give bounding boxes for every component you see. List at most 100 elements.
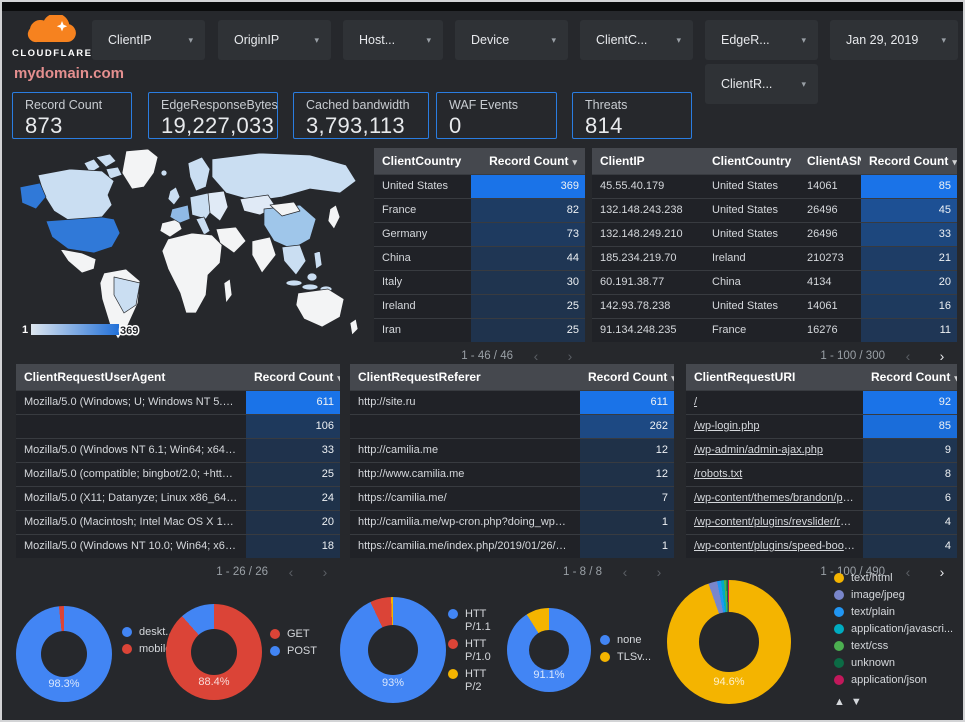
legend-http-protocol: HTTP/1.1 HTTP/1.0 HTTP/2 bbox=[448, 604, 492, 698]
scorecard-waf-events: WAF Events 0 bbox=[436, 92, 557, 139]
sort-desc-icon[interactable]: ▾ bbox=[952, 156, 957, 167]
table-cell-link[interactable]: /robots.txt bbox=[694, 468, 743, 480]
record-count-bar: 12 bbox=[580, 439, 674, 462]
table-cell-link[interactable]: / bbox=[694, 396, 698, 408]
table-row: Mozilla/5.0 (X11; Datanyze; Linux x86_64… bbox=[16, 486, 340, 510]
donut-percentage-label: 98.3% bbox=[48, 678, 80, 690]
column-header[interactable]: ClientIP bbox=[600, 154, 645, 168]
legend-swatch-icon bbox=[834, 658, 844, 668]
filter-chip-label: Jan 29, 2019 bbox=[846, 33, 919, 47]
table-cell: 142.93.78.238 bbox=[600, 300, 671, 312]
legend-swatch-icon bbox=[122, 644, 132, 654]
column-header[interactable]: ClientRequestURI bbox=[694, 370, 796, 384]
chevron-left-icon[interactable]: ‹ bbox=[905, 347, 911, 364]
chevron-down-icon: ▾ bbox=[426, 34, 431, 45]
chevron-left-icon[interactable]: ‹ bbox=[288, 563, 294, 580]
legend-label: unknown bbox=[851, 657, 896, 669]
table-row: /robots.txt 8 bbox=[686, 462, 957, 486]
legend-label: application/javascri... bbox=[851, 623, 954, 635]
column-header[interactable]: ClientCountry bbox=[712, 154, 792, 168]
table-cell: 210273 bbox=[807, 252, 844, 264]
column-header[interactable]: ClientASN bbox=[807, 154, 861, 168]
chevron-down-icon: ▾ bbox=[676, 34, 681, 45]
donut-chart-content-type[interactable]: 94.6% bbox=[667, 580, 791, 704]
chevron-right-icon[interactable]: › bbox=[567, 347, 573, 364]
legend-label: mobile bbox=[139, 643, 172, 655]
record-count-bar: 9 bbox=[863, 439, 957, 462]
legend-page-up-icon[interactable]: ▲ bbox=[834, 696, 845, 708]
filter-chip-device[interactable]: Device ▾ bbox=[455, 20, 568, 60]
column-header[interactable]: ClientRequestReferer bbox=[358, 370, 481, 384]
filter-chip-jan-29-2019[interactable]: Jan 29, 2019 ▾ bbox=[830, 20, 958, 60]
table-cell-link[interactable]: /wp-content/plugins/speed-booste... bbox=[694, 540, 863, 552]
scorecard-edgeresponsebytes: EdgeResponseBytes 19,227,033 bbox=[148, 92, 278, 139]
table-cell: http://camilia.me bbox=[358, 444, 439, 456]
donut-chart-tls-version[interactable]: 91.1% bbox=[507, 608, 591, 692]
table-cell: United States bbox=[712, 228, 779, 240]
legend-label: HTTP/2 bbox=[465, 668, 487, 693]
filter-chip-originip[interactable]: OriginIP ▾ bbox=[218, 20, 331, 60]
table-cell: Ireland bbox=[712, 252, 746, 264]
filter-chip-clientip[interactable]: ClientIP ▾ bbox=[92, 20, 205, 60]
legend-label: GET bbox=[287, 628, 310, 640]
filter-chip-edger[interactable]: EdgeR... ▾ bbox=[705, 20, 818, 60]
table-row: Ireland 25 bbox=[374, 294, 585, 318]
table-cell: France bbox=[712, 324, 747, 336]
table-row: 185.234.219.70 Ireland 210273 21 bbox=[592, 246, 957, 270]
table-row: Mozilla/5.0 (Windows; U; Windows NT 5.1;… bbox=[16, 390, 340, 414]
table-cell-link[interactable]: /wp-admin/admin-ajax.php bbox=[694, 444, 824, 456]
legend-item: text/html bbox=[834, 572, 963, 585]
table-row: Mozilla/5.0 (Windows NT 10.0; Win64; x64… bbox=[16, 534, 340, 558]
table-cell: http://site.ru bbox=[358, 396, 416, 408]
column-header-sort[interactable]: Record Count▾ bbox=[246, 364, 340, 391]
table-row: https://camilia.me/index.php/2019/01/26/… bbox=[350, 534, 674, 558]
table-cell-link[interactable]: /wp-content/themes/brandon/plu... bbox=[694, 492, 861, 504]
record-count-bar: 45 bbox=[861, 199, 957, 222]
legend-item: application/json bbox=[834, 674, 963, 687]
column-header[interactable]: ClientRequestUserAgent bbox=[24, 370, 166, 384]
table-row: http://camilia.me 12 bbox=[350, 438, 674, 462]
chevron-right-icon[interactable]: › bbox=[939, 563, 945, 580]
chevron-left-icon[interactable]: ‹ bbox=[905, 563, 911, 580]
chevron-left-icon[interactable]: ‹ bbox=[622, 563, 628, 580]
column-header[interactable]: ClientCountry bbox=[382, 154, 462, 168]
filter-chip-host[interactable]: Host... ▾ bbox=[343, 20, 443, 60]
legend-label: HTTP/1.0 bbox=[465, 638, 491, 663]
sort-desc-icon[interactable]: ▾ bbox=[954, 373, 957, 383]
table-header-row: ClientIP ClientCountry ClientASN Record Cou… bbox=[592, 148, 957, 174]
table-cell-link[interactable]: /wp-content/plugins/revslider/rs-p... bbox=[694, 516, 863, 528]
chevron-right-icon[interactable]: › bbox=[939, 347, 945, 364]
donut-percentage-label: 91.1% bbox=[533, 669, 565, 681]
record-count-bar: 30 bbox=[471, 271, 585, 294]
world-map[interactable]: 1 369 bbox=[10, 147, 366, 347]
column-header-sort[interactable]: Record Count▾ bbox=[580, 364, 674, 391]
donut-chart-device-type[interactable]: 98.3% bbox=[16, 606, 112, 702]
record-count-bar: 92 bbox=[863, 391, 957, 414]
chevron-right-icon[interactable]: › bbox=[322, 563, 328, 580]
sort-desc-icon[interactable]: ▾ bbox=[671, 373, 674, 383]
table-clientrequesturi: ClientRequestURI Record Count▾ / 92/wp-logi… bbox=[686, 364, 957, 585]
sort-desc-icon[interactable]: ▾ bbox=[572, 156, 577, 167]
column-header-sort[interactable]: Record Count▾ bbox=[863, 364, 957, 391]
legend-page-down-icon[interactable]: ▼ bbox=[850, 696, 862, 708]
legend-swatch-icon bbox=[270, 629, 280, 639]
table-cell: http://camilia.me/wp-cron.php?doing_wp_c… bbox=[358, 516, 580, 528]
filter-chip-label: ClientC... bbox=[596, 33, 648, 47]
table-cell: Mozilla/5.0 (X11; Datanyze; Linux x86_64… bbox=[24, 492, 246, 504]
chevron-left-icon[interactable]: ‹ bbox=[533, 347, 539, 364]
legend-device-type: deskt... mobile bbox=[122, 622, 192, 660]
table-row: 45.55.40.179 United States 14061 85 bbox=[592, 174, 957, 198]
table-cell: http://www.camilia.me bbox=[358, 468, 465, 480]
chevron-right-icon[interactable]: › bbox=[656, 563, 662, 580]
donut-chart-http-protocol[interactable]: 93% bbox=[340, 597, 446, 703]
table-cell-link[interactable]: /wp-login.php bbox=[694, 420, 760, 432]
record-count-bar: 82 bbox=[471, 199, 585, 222]
column-header-sort[interactable]: Record Count▾ bbox=[489, 153, 577, 168]
filter-chip-clientr[interactable]: ClientR... ▾ bbox=[705, 64, 818, 104]
filter-chip-clientc[interactable]: ClientC... ▾ bbox=[580, 20, 693, 60]
legend-label: text/css bbox=[851, 640, 889, 652]
donut-chart-http-method[interactable]: 88.4% bbox=[166, 604, 262, 700]
sort-desc-icon[interactable]: ▾ bbox=[337, 373, 340, 383]
column-header-sort[interactable]: Record Count▾ bbox=[869, 153, 957, 168]
